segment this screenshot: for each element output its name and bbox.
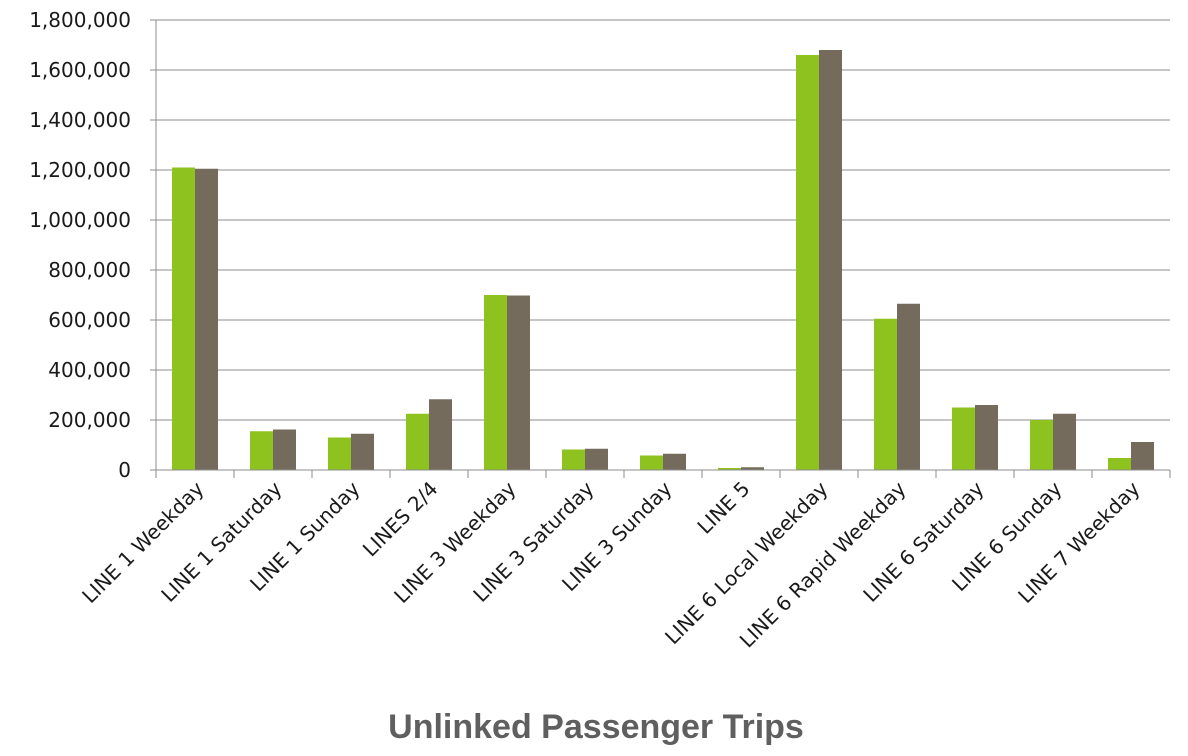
bar-series-2 <box>975 405 998 470</box>
y-tick-labels: 0 200,000 400,000 600,000 800,000 1,000,000 1,… <box>29 8 131 482</box>
y-tick-label: 200,000 <box>48 408 131 432</box>
bar-series-1 <box>406 413 429 470</box>
bar-series-1 <box>250 431 273 470</box>
y-tick-label: 600,000 <box>48 308 131 332</box>
bar-series-1 <box>328 437 351 470</box>
y-tick-label: 1,200,000 <box>29 158 131 182</box>
bar-series-2 <box>273 429 296 470</box>
bar-series-1 <box>1030 420 1053 470</box>
bar-series-2 <box>1053 413 1076 470</box>
bar-series-2 <box>585 448 608 470</box>
bar-series-1 <box>640 455 663 470</box>
bar-series-1 <box>1108 458 1131 470</box>
bar-series-1 <box>562 449 585 470</box>
y-tick-label: 800,000 <box>48 258 131 282</box>
bar-series-2 <box>663 453 686 470</box>
bar-series-1 <box>718 468 741 470</box>
bar-series-1 <box>172 167 195 470</box>
y-tick-label: 1,400,000 <box>29 108 131 132</box>
bar-series-2 <box>1131 442 1154 470</box>
gridlines <box>156 19 1170 421</box>
y-tick-label: 1,000,000 <box>29 208 131 232</box>
bar-series-1 <box>874 318 897 470</box>
bar-series-1 <box>484 295 507 470</box>
bar-series-1 <box>796 55 819 470</box>
bar-series-2 <box>351 433 374 470</box>
bar-series-2 <box>507 295 530 470</box>
y-tick-label: 0 <box>118 458 131 482</box>
y-tick-label: 400,000 <box>48 358 131 382</box>
y-tick-label: 1,600,000 <box>29 58 131 82</box>
bar-series-1 <box>952 407 975 470</box>
x-tick-label: LINE 5 <box>692 477 754 539</box>
bars <box>172 50 1154 470</box>
bar-series-2 <box>897 303 920 470</box>
bar-series-2 <box>429 399 452 470</box>
bar-series-2 <box>741 467 764 470</box>
bar-series-2 <box>819 50 842 470</box>
bar-series-2 <box>195 168 218 470</box>
y-tick-label: 1,800,000 <box>29 8 131 32</box>
axes <box>150 19 1171 478</box>
x-tick-label: LINES 2/4 <box>358 477 443 562</box>
chart-title: Unlinked Passenger Trips <box>388 708 804 746</box>
